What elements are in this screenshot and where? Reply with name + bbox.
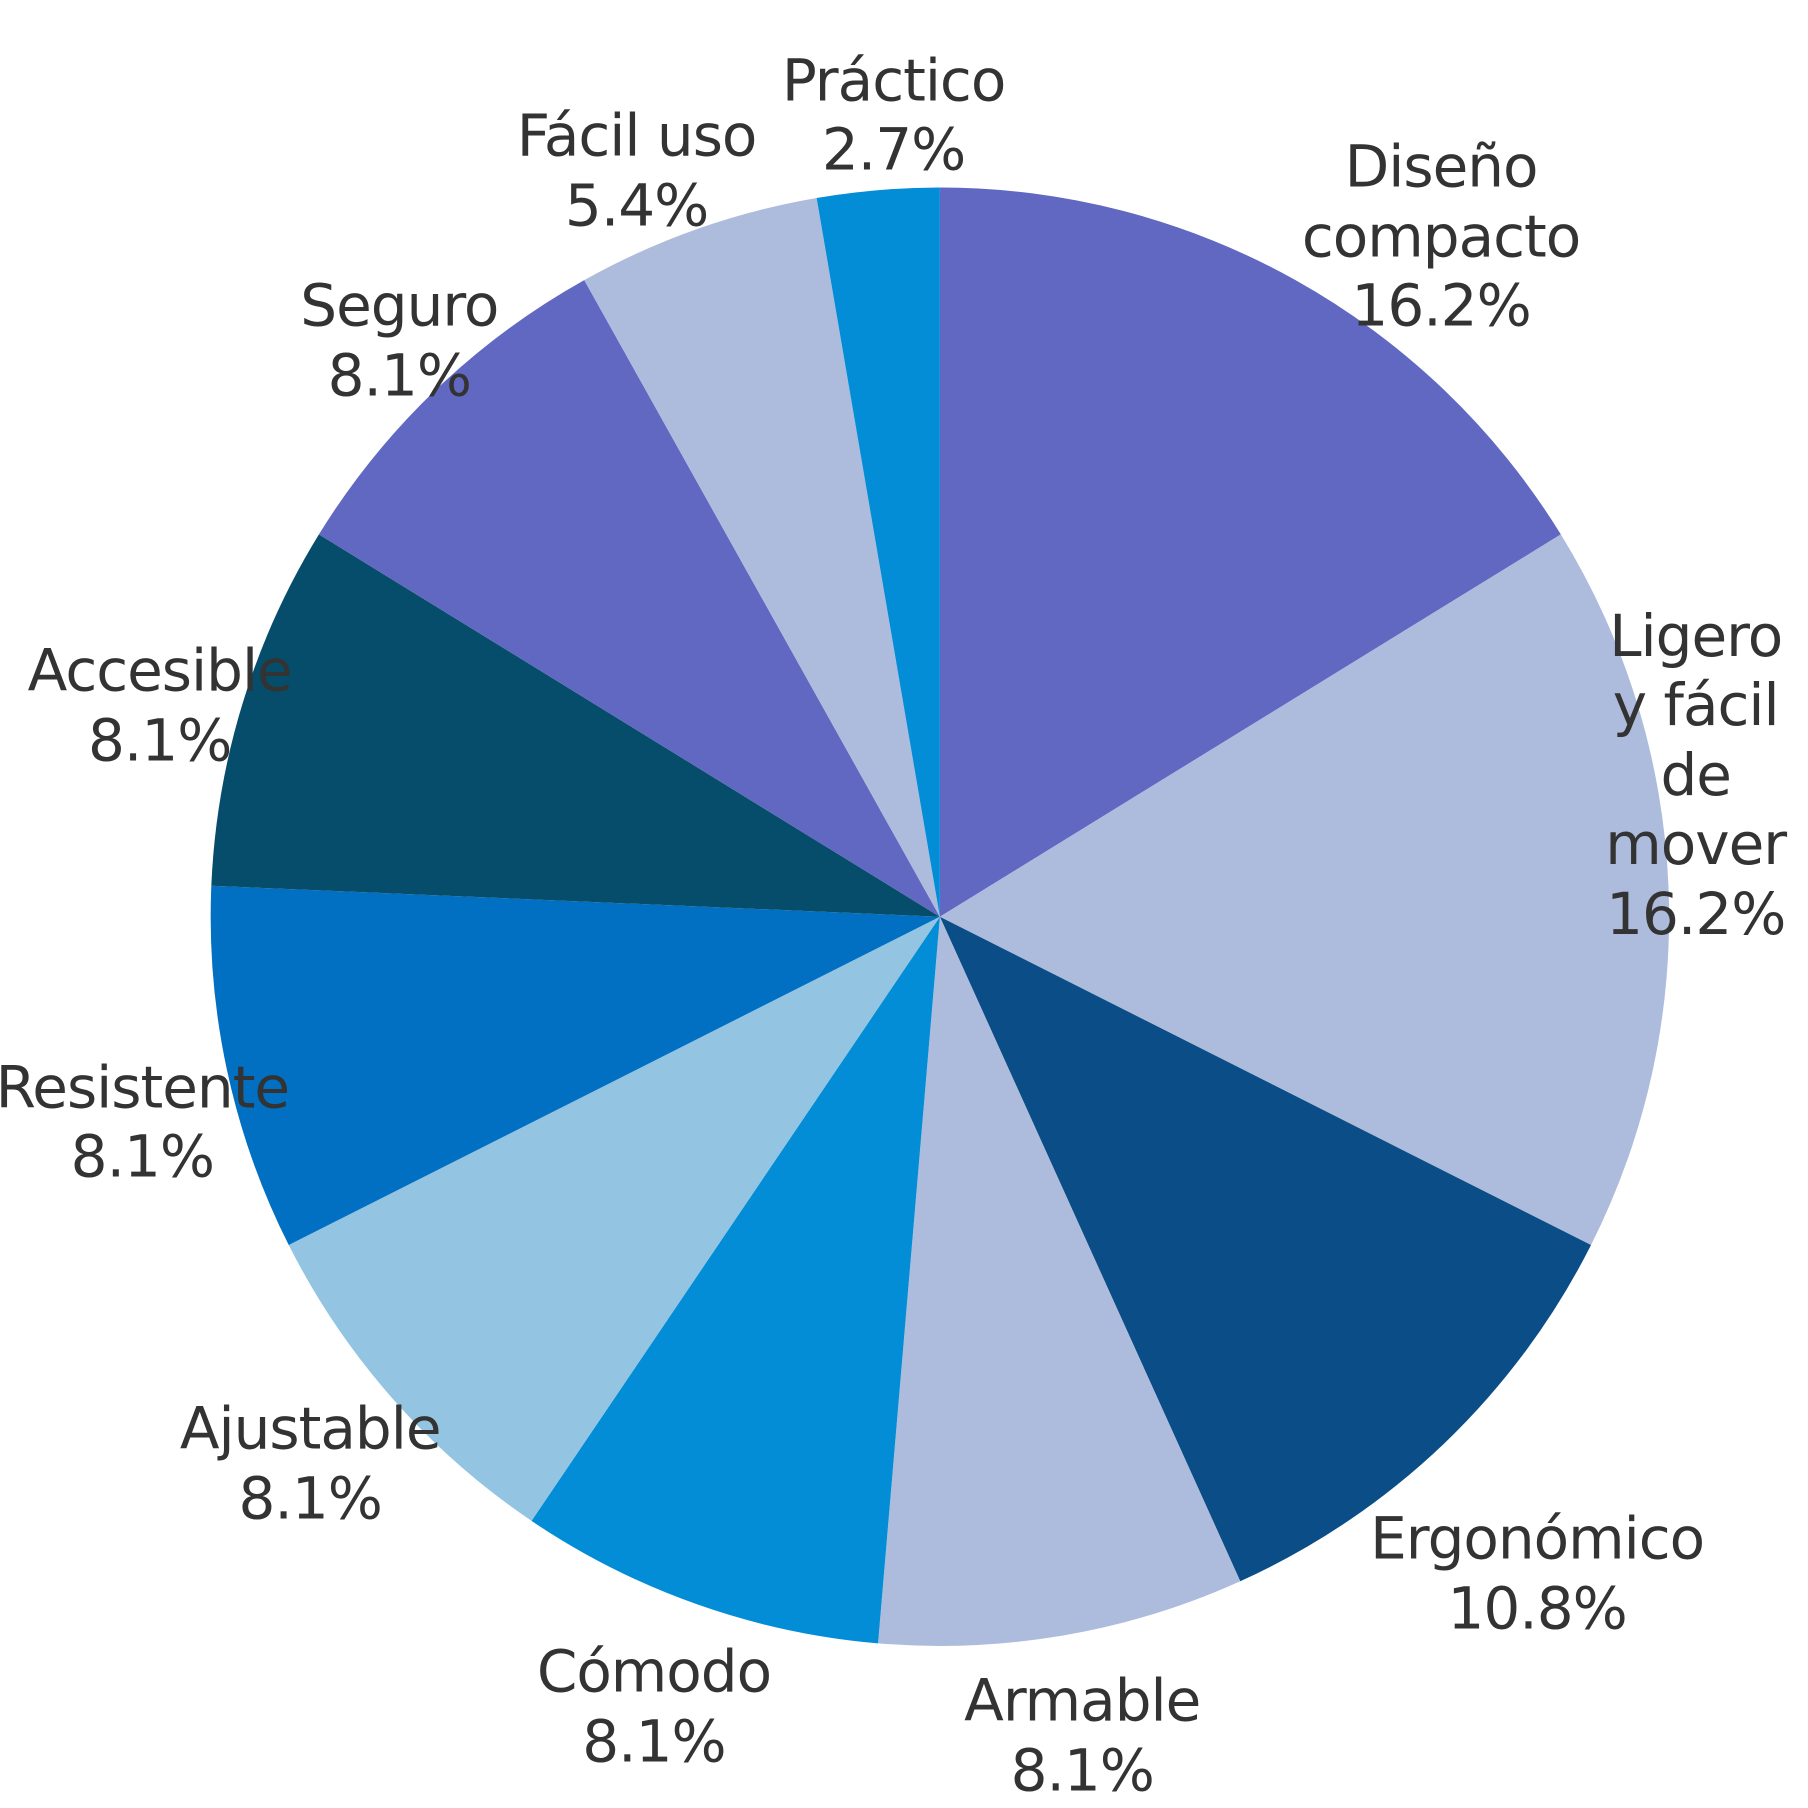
value-label: 8.1% <box>1010 1736 1155 1805</box>
pie-slice <box>584 198 940 917</box>
slice-label: Ajustable 8.1% <box>160 1395 460 1534</box>
pie-slice <box>531 916 940 1644</box>
value-label: 8.1% <box>327 341 472 410</box>
value-label: 8.1% <box>88 706 232 775</box>
category-label: Accesible <box>27 636 293 705</box>
value-label: 16.2% <box>1606 879 1786 948</box>
value-label: 10.8% <box>1447 1574 1628 1643</box>
pie-slice <box>318 280 940 917</box>
category-label: Diseño compacto <box>1301 132 1581 271</box>
category-label: Ligero y fácil de mover <box>1605 601 1787 879</box>
category-label: Ergonómico <box>1370 1504 1705 1573</box>
pie-slice <box>878 916 1241 1646</box>
slice-label: Ligero y fácil de mover 16.2% <box>1586 602 1806 950</box>
category-label: Armable <box>964 1666 1201 1735</box>
pie-slice <box>210 885 940 1246</box>
value-label: 5.4% <box>564 171 709 240</box>
category-label: Resistente <box>0 1053 290 1122</box>
category-label: Ajustable <box>179 1394 442 1463</box>
slice-label: Accesible 8.1% <box>10 636 310 775</box>
pie-slice <box>211 534 940 917</box>
slice-label: Ergonómico 10.8% <box>1357 1505 1717 1644</box>
slice-label: Práctico 2.7% <box>764 46 1024 185</box>
slice-label: Armable 8.1% <box>932 1667 1232 1806</box>
category-label: Cómodo <box>536 1637 772 1706</box>
pie-slice <box>939 534 1670 1246</box>
slice-label: Cómodo 8.1% <box>504 1638 804 1777</box>
value-label: 8.1% <box>70 1122 215 1191</box>
pie-slice <box>288 916 940 1521</box>
pie-slice <box>939 916 1592 1582</box>
slice-label: Diseño compacto 16.2% <box>1291 133 1591 342</box>
pie-slice <box>816 187 940 917</box>
category-label: Práctico <box>781 46 1006 115</box>
slice-label: Seguro 8.1% <box>269 272 529 411</box>
value-label: 16.2% <box>1351 272 1531 341</box>
pie-slice <box>939 187 1561 917</box>
value-label: 2.7% <box>821 115 966 184</box>
value-label: 8.1% <box>238 1464 383 1533</box>
value-label: 8.1% <box>582 1707 726 1776</box>
slice-label: Fácil uso 5.4% <box>497 102 777 241</box>
category-label: Fácil uso <box>516 101 758 170</box>
slice-label: Resistente 8.1% <box>0 1053 302 1192</box>
category-label: Seguro <box>300 271 499 340</box>
